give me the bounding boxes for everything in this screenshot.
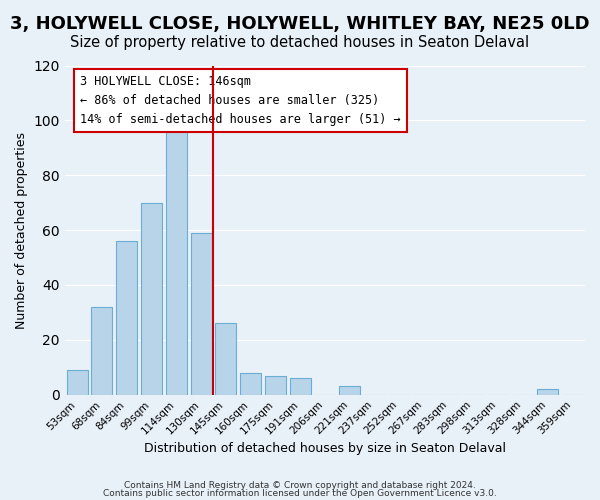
- Text: Size of property relative to detached houses in Seaton Delaval: Size of property relative to detached ho…: [70, 35, 530, 50]
- Bar: [290, 378, 311, 394]
- Bar: [91, 307, 112, 394]
- Y-axis label: Number of detached properties: Number of detached properties: [15, 132, 28, 328]
- X-axis label: Distribution of detached houses by size in Seaton Delaval: Distribution of detached houses by size …: [144, 442, 506, 455]
- Text: Contains HM Land Registry data © Crown copyright and database right 2024.: Contains HM Land Registry data © Crown c…: [124, 481, 476, 490]
- Bar: [538, 389, 559, 394]
- Bar: [67, 370, 88, 394]
- Bar: [240, 373, 261, 394]
- Text: 3, HOLYWELL CLOSE, HOLYWELL, WHITLEY BAY, NE25 0LD: 3, HOLYWELL CLOSE, HOLYWELL, WHITLEY BAY…: [10, 15, 590, 33]
- Bar: [265, 376, 286, 394]
- Bar: [116, 241, 137, 394]
- Text: Contains public sector information licensed under the Open Government Licence v3: Contains public sector information licen…: [103, 488, 497, 498]
- Bar: [191, 233, 212, 394]
- Bar: [166, 120, 187, 394]
- Bar: [141, 202, 162, 394]
- Bar: [339, 386, 360, 394]
- Text: 3 HOLYWELL CLOSE: 146sqm
← 86% of detached houses are smaller (325)
14% of semi-: 3 HOLYWELL CLOSE: 146sqm ← 86% of detach…: [80, 76, 401, 126]
- Bar: [215, 324, 236, 394]
